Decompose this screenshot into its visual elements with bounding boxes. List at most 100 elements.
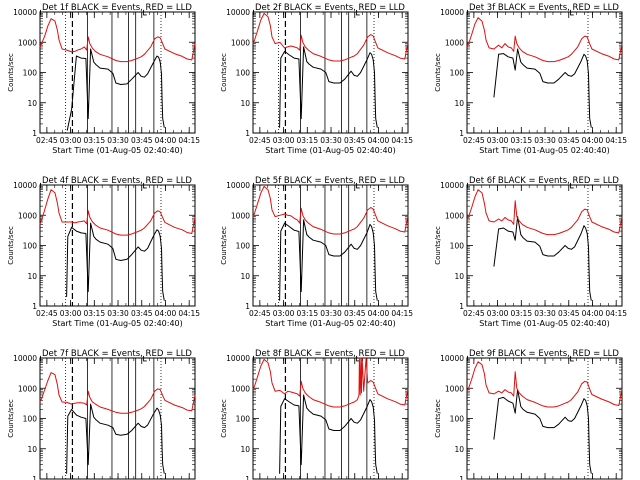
plot-frame <box>39 11 196 134</box>
corner-mark <box>467 9 470 16</box>
x-tick-label: 04:00 <box>155 136 177 145</box>
y-axis-label: Counts/sec <box>220 399 228 438</box>
chart-panel-5: Det 5f BLACK = Events, RED = LLD 1 10 100 10… <box>220 176 413 328</box>
series-line-events <box>66 403 165 474</box>
chart-panel-7: Det 7f BLACK = Events, RED = LLD 1 10 100 10… <box>7 349 196 480</box>
x-tick-label: 03:45 <box>131 309 153 318</box>
y-tick-label: 10 <box>454 445 464 454</box>
chart-panel-6: Det 6f BLACK = Events, RED = LLD 1 10 100 10… <box>434 176 627 328</box>
y-tick-label: 1000 <box>18 38 37 47</box>
x-axis-label: Start Time (01-Aug-05 02:40:40) <box>479 146 610 155</box>
x-tick-label: 03:30 <box>107 136 129 145</box>
y-tick-label: 10 <box>27 272 37 281</box>
y-tick-label: 100 <box>23 242 38 251</box>
x-tick-label: 02:45 <box>463 309 485 318</box>
chart-title: Det 1f BLACK = Events, RED = LLD <box>42 3 192 13</box>
y-axis-label: Counts/sec <box>220 53 228 92</box>
y-tick-label: 1000 <box>445 384 464 393</box>
y-tick-label: 10 <box>27 445 37 454</box>
y-tick-label: 100 <box>23 69 38 78</box>
plot-frame <box>466 184 623 307</box>
series-line-events <box>66 222 165 301</box>
corner-mark <box>40 182 43 189</box>
x-tick-label: 03:45 <box>344 136 366 145</box>
y-tick-label: 10 <box>454 272 464 281</box>
y-tick-label: 10000 <box>226 354 250 363</box>
x-tick-label: 03:30 <box>320 136 342 145</box>
y-tick-label: 100 <box>236 69 251 78</box>
chart-panel-8: Det 8f BLACK = Events, RED = LLD 1 10 100 10… <box>220 349 409 480</box>
x-tick-label: 02:45 <box>463 136 485 145</box>
y-axis-label: Counts/sec <box>7 53 15 92</box>
x-axis-label: Start Time (01-Aug-05 02:40:40) <box>479 319 610 328</box>
y-axis-label: Counts/sec <box>434 226 442 265</box>
chart-panel-9: Det 9f BLACK = Events, RED = LLD 1 10 100 10… <box>434 349 623 480</box>
x-tick-label: 03:15 <box>83 309 105 318</box>
series-line-lld <box>39 18 196 63</box>
series-line-lld <box>39 189 196 236</box>
series-line-lld <box>252 357 409 408</box>
series-line-lld <box>466 189 623 236</box>
x-tick-label: 03:15 <box>83 136 105 145</box>
x-tick-label: 03:00 <box>487 309 509 318</box>
x-axis-label: Start Time (01-Aug-05 02:40:40) <box>265 319 396 328</box>
x-tick-label: 04:00 <box>368 309 390 318</box>
x-tick-label: 02:45 <box>36 136 58 145</box>
x-tick-label: 02:45 <box>249 309 271 318</box>
y-tick-label: 1 <box>32 129 37 138</box>
y-tick-label: 1 <box>459 475 464 480</box>
x-tick-label: 03:30 <box>534 309 556 318</box>
x-tick-label: 03:15 <box>510 136 532 145</box>
y-tick-label: 1 <box>459 302 464 311</box>
y-tick-label: 10000 <box>13 354 37 363</box>
y-tick-label: 100 <box>236 242 251 251</box>
corner-mark <box>467 182 470 189</box>
corner-mark <box>570 182 574 189</box>
y-tick-label: 10 <box>240 445 250 454</box>
x-tick-label: 03:15 <box>296 309 318 318</box>
chart-title: Det 3f BLACK = Events, RED = LLD <box>469 3 619 13</box>
x-tick-label: 04:00 <box>582 136 604 145</box>
x-tick-label: 03:15 <box>296 136 318 145</box>
series-line-events <box>493 216 592 301</box>
corner-mark <box>143 9 147 16</box>
y-tick-label: 1000 <box>231 384 250 393</box>
x-tick-label: 03:00 <box>273 309 295 318</box>
plot-frame <box>252 357 409 480</box>
chart-title: Det 6f BLACK = Events, RED = LLD <box>469 176 619 186</box>
series-line-lld <box>466 17 623 63</box>
y-axis-label: Counts/sec <box>220 226 228 265</box>
x-tick-label: 02:45 <box>36 309 58 318</box>
plot-frame <box>466 11 623 134</box>
x-tick-label: 04:15 <box>391 309 413 318</box>
y-tick-label: 1000 <box>18 384 37 393</box>
series-line-lld <box>39 372 196 414</box>
y-tick-label: 1000 <box>445 211 464 220</box>
y-tick-label: 10 <box>240 99 250 108</box>
corner-mark <box>570 355 574 362</box>
series-line-events <box>493 389 592 474</box>
y-tick-label: 10 <box>27 99 37 108</box>
plot-frame <box>252 184 409 307</box>
chart-title: Det 8f BLACK = Events, RED = LLD <box>255 349 405 359</box>
series-line-events <box>493 48 592 128</box>
x-tick-label: 03:45 <box>131 136 153 145</box>
y-tick-label: 10000 <box>226 8 250 17</box>
x-tick-label: 04:15 <box>178 136 200 145</box>
y-tick-label: 100 <box>450 415 465 424</box>
y-tick-label: 100 <box>236 415 251 424</box>
series-line-events <box>66 48 165 131</box>
x-tick-label: 04:15 <box>605 309 627 318</box>
x-tick-label: 04:00 <box>582 309 604 318</box>
corner-mark <box>356 182 360 189</box>
x-tick-label: 03:45 <box>558 309 580 318</box>
y-tick-label: 1000 <box>445 38 464 47</box>
corner-mark <box>253 355 256 362</box>
chart-panel-1: Det 1f BLACK = Events, RED = LLD 1 10 100 10… <box>7 3 200 155</box>
series-line-events <box>279 394 378 474</box>
y-axis-label: Counts/sec <box>434 53 442 92</box>
y-tick-label: 1000 <box>231 38 250 47</box>
y-axis-label: Counts/sec <box>434 399 442 438</box>
y-tick-label: 10000 <box>440 354 464 363</box>
